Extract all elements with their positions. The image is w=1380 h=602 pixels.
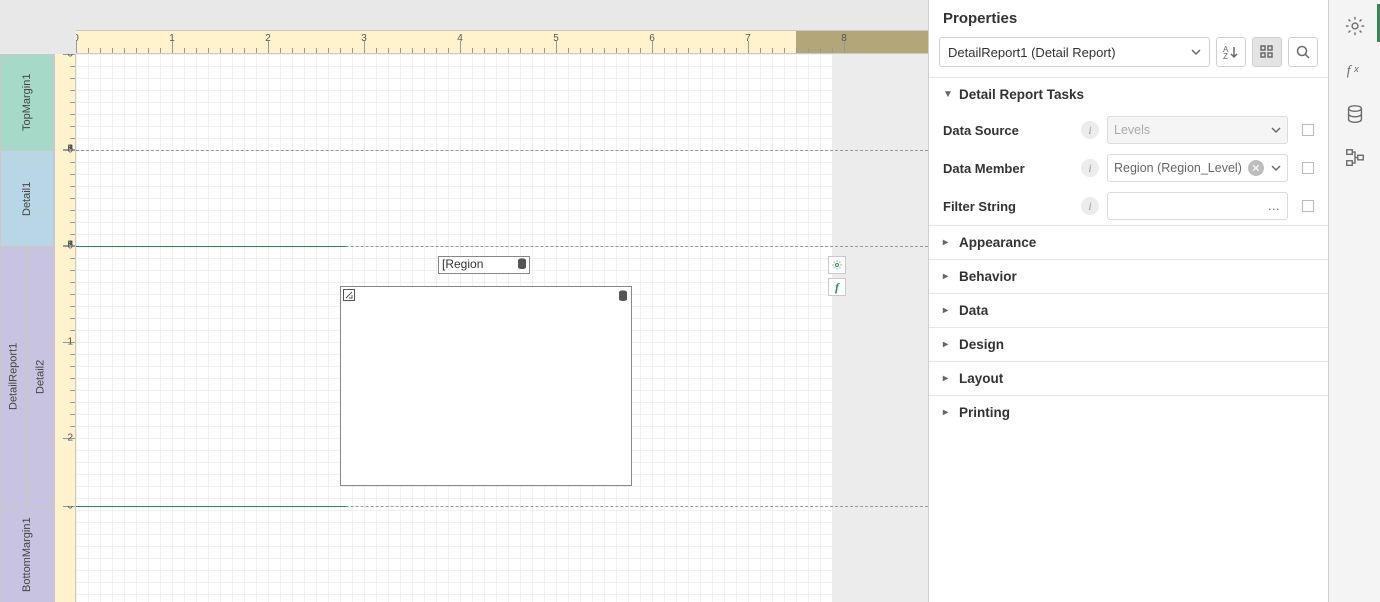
report-explorer-rail-button[interactable] [1335,138,1375,178]
properties-rail-button[interactable] [1335,6,1375,46]
right-tool-rail: fx [1328,0,1380,602]
search-button[interactable] [1288,37,1318,67]
band-label[interactable]: Detail1 [0,150,54,246]
band-resize-marker[interactable] [76,246,346,247]
chart-element[interactable] [340,286,632,486]
info-icon[interactable]: i [1081,121,1099,139]
property-marker[interactable] [1302,124,1314,136]
smart-tag-gear-button[interactable] [828,256,846,274]
chevron-down-icon [1191,47,1201,57]
ellipsis-icon[interactable]: … [1268,199,1282,213]
band-labels-column: TopMargin1Detail1Detail2DetailReport1Bot… [0,54,54,602]
top-gap [0,0,928,30]
property-marker[interactable] [1302,162,1314,174]
section-title: Appearance [959,235,1036,250]
band-label[interactable]: BottomMargin1 [0,506,54,602]
sort-alpha-button[interactable]: AZ [1216,37,1246,67]
tasks-section-header[interactable]: ▼ Detail Report Tasks [929,78,1328,111]
triangle-right-icon: ▸ [943,271,953,282]
design-canvas[interactable]: [Region f [76,54,928,602]
data-member-editor[interactable]: Region (Region_Level) ✕ [1107,154,1288,182]
section-header[interactable]: ▸ Design [929,328,1328,361]
section-header[interactable]: ▸ Layout [929,362,1328,395]
vertical-ruler-column: 012345601234560120 [54,54,76,602]
resize-handle-icon[interactable] [343,289,355,301]
right-margin-overflow [832,54,928,602]
prop-row-filter-string: Filter String i … [929,187,1328,225]
section-title: Data [959,303,988,318]
prop-row-data-member: Data Member i Region (Region_Level) ✕ [929,149,1328,187]
vertical-ruler-segment[interactable]: 0 [54,506,76,602]
section-title: Behavior [959,269,1017,284]
section-header[interactable]: ▸ Behavior [929,260,1328,293]
property-marker[interactable] [1302,200,1314,212]
clear-icon[interactable]: ✕ [1248,160,1264,176]
band-label[interactable]: Detail2 [27,246,54,506]
prop-label: Data Source [943,123,1073,138]
section-title: Layout [959,371,1003,386]
bound-label-element[interactable]: [Region [438,256,530,274]
expressions-rail-button[interactable]: fx [1335,50,1375,90]
section-header[interactable]: ▸ Data [929,294,1328,327]
band-resize-marker[interactable] [76,506,346,507]
vertical-ruler-segment[interactable]: 012 [54,246,76,506]
ruler-row: 012345678 [0,30,928,54]
prop-label: Data Member [943,161,1073,176]
smart-tag-expression-button[interactable]: f [828,278,846,296]
triangle-right-icon: ▸ [943,407,953,418]
triangle-down-icon: ▼ [943,89,953,100]
section-header[interactable]: ▸ Appearance [929,226,1328,259]
triangle-right-icon: ▸ [943,305,953,316]
ruler-corner [0,30,76,54]
element-selector-combo[interactable]: DetailReport1 (Detail Report) [939,37,1210,67]
info-icon[interactable]: i [1081,197,1099,215]
filter-string-editor[interactable]: … [1107,192,1288,220]
properties-selector-row: DetailReport1 (Detail Report) AZ [929,33,1328,77]
chevron-down-icon [1271,125,1281,135]
data-sources-rail-button[interactable] [1335,94,1375,134]
collapsed-sections: ▸Appearance▸Behavior▸Data▸Design▸Layout▸… [929,225,1328,429]
bands-wrapper: TopMargin1Detail1Detail2DetailReport1Bot… [0,54,928,602]
svg-text:f: f [1346,63,1352,78]
section-title: Printing [959,405,1010,420]
vertical-ruler-segment[interactable]: 0123456 [54,150,76,246]
data-source-editor[interactable]: Levels [1107,116,1288,144]
report-designer-surface: 012345678 TopMargin1Detail1Detail2Detail… [0,0,928,602]
element-selector-value: DetailReport1 (Detail Report) [948,45,1116,60]
data-binding-icon [618,290,628,302]
prop-row-data-source: Data Source i Levels [929,111,1328,149]
triangle-right-icon: ▸ [943,237,953,248]
data-binding-icon [517,258,527,270]
tasks-section-title: Detail Report Tasks [959,87,1084,102]
triangle-right-icon: ▸ [943,373,953,384]
svg-text:x: x [1353,64,1359,74]
band-label[interactable]: TopMargin1 [0,54,54,150]
properties-title: Properties [929,0,1328,33]
info-icon[interactable]: i [1081,159,1099,177]
chevron-down-icon [1271,163,1281,173]
section-header[interactable]: ▸ Printing [929,396,1328,429]
properties-panel: Properties DetailReport1 (Detail Report)… [928,0,1328,602]
app-root: 012345678 TopMargin1Detail1Detail2Detail… [0,0,1380,602]
prop-label: Filter String [943,199,1073,214]
band-label-parent[interactable]: DetailReport1 [0,246,27,506]
svg-text:Z: Z [1223,52,1228,60]
data-member-value: Region (Region_Level) [1114,161,1242,175]
data-source-value: Levels [1114,123,1150,137]
categorized-button[interactable] [1252,37,1282,67]
horizontal-ruler[interactable]: 012345678 [76,30,928,54]
tasks-section: ▼ Detail Report Tasks Data Source i Leve… [929,77,1328,225]
band-separator[interactable] [76,150,928,151]
section-title: Design [959,337,1004,352]
vertical-ruler-segment[interactable]: 0123456 [54,54,76,150]
triangle-right-icon: ▸ [943,339,953,350]
